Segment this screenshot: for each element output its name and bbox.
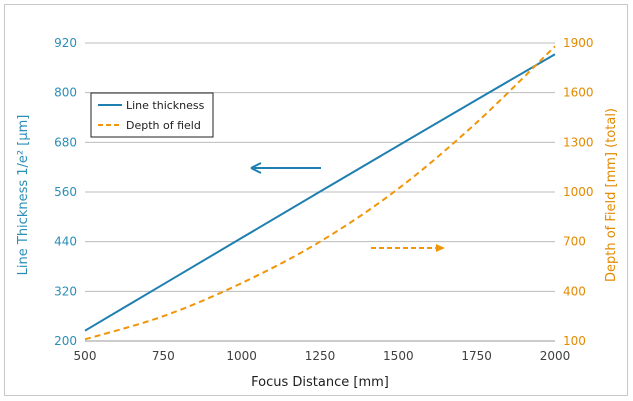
x-axis-title: Focus Distance [mm]	[251, 375, 389, 390]
x-axis-ticks: 500 750 1000 1250 1500 1750 2000	[74, 349, 571, 363]
right-tick-label: 1900	[563, 36, 594, 50]
legend-label-line-thickness: Line thickness	[126, 99, 205, 112]
left-tick-label: 320	[54, 284, 77, 298]
left-axis-ticks: 200 320 440 560 680 800 920	[54, 36, 77, 348]
right-tick-label: 1000	[563, 185, 594, 199]
right-tick-label: 1600	[563, 86, 594, 100]
left-tick-label: 680	[54, 135, 77, 149]
right-axis-title: Depth of Field [mm] (total)	[604, 108, 619, 282]
left-tick-label: 200	[54, 334, 77, 348]
right-axis-ticks: 100 400 700 1000 1300 1600 1900	[563, 36, 594, 348]
x-tick-label: 750	[152, 349, 175, 363]
series-layer	[84, 45, 556, 341]
x-tick-label: 1500	[383, 349, 414, 363]
right-tick-label: 700	[563, 235, 586, 249]
right-tick-label: 100	[563, 334, 586, 348]
left-tick-label: 440	[54, 235, 77, 249]
x-tick-label: 2000	[540, 349, 571, 363]
chart-frame: 200 320 440 560 680 800 920 100 400 700 1000 1300 1…	[4, 4, 628, 396]
x-tick-label: 1000	[226, 349, 257, 363]
left-tick-label: 920	[54, 36, 77, 50]
right-tick-label: 1300	[563, 135, 594, 149]
series-line-depth-of-field	[84, 45, 556, 341]
left-tick-label: 800	[54, 86, 77, 100]
x-tick-label: 1250	[305, 349, 336, 363]
x-tick-label: 500	[74, 349, 97, 363]
arrow-right-head	[436, 244, 445, 252]
left-axis-title: Line Thickness 1/e² [µm]	[16, 115, 31, 276]
annotation-layer	[250, 162, 445, 252]
legend-label-depth-of-field: Depth of field	[126, 119, 201, 132]
arrow-left-head	[250, 162, 262, 174]
left-tick-label: 560	[54, 185, 77, 199]
series-line-line-thickness	[84, 53, 556, 332]
legend-box	[90, 92, 214, 138]
right-tick-label: 400	[563, 284, 586, 298]
x-tick-label: 1750	[461, 349, 492, 363]
legend: Line thickness Depth of field	[90, 92, 214, 138]
